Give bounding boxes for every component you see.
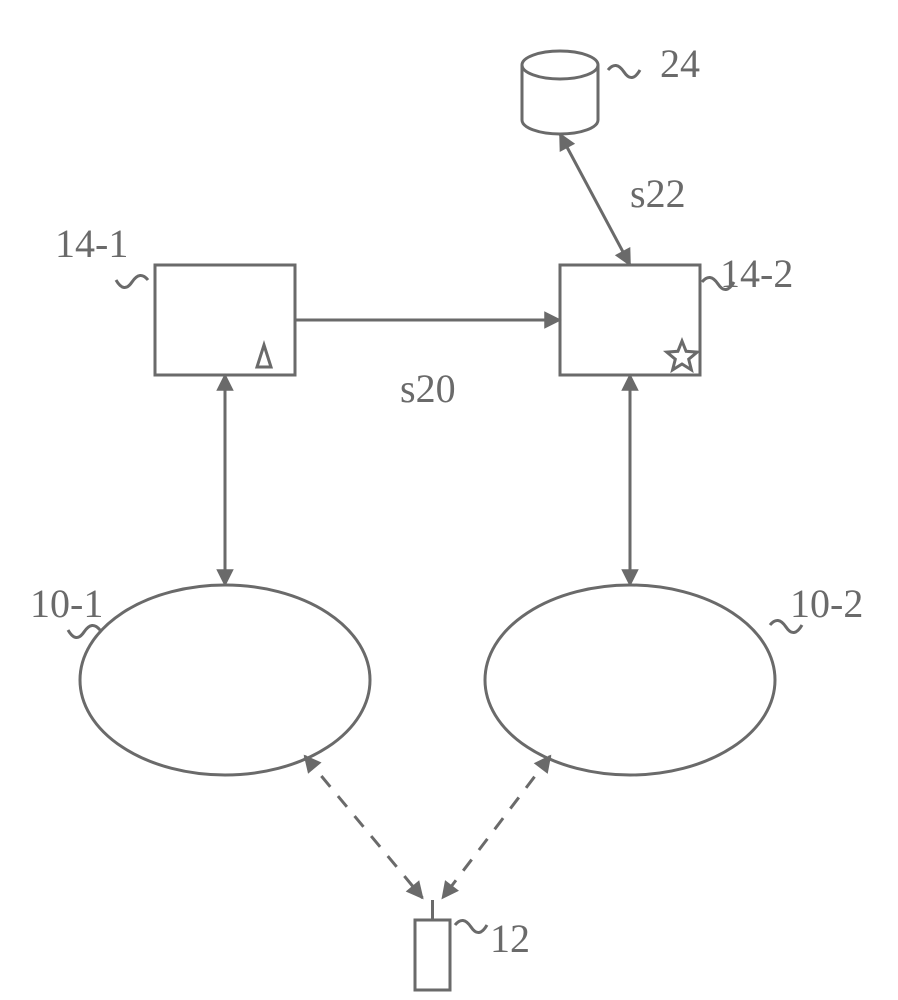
label-24: 24 (660, 40, 700, 87)
node-ellipse-10-1 (80, 585, 370, 775)
diagram-canvas (0, 0, 898, 1000)
star-icon (667, 341, 697, 370)
label-14-2: 14-2 (720, 250, 793, 297)
node-box-14-1 (155, 265, 295, 375)
label-12: 12 (490, 915, 530, 962)
label-10-2: 10-2 (790, 580, 863, 627)
edge-s22 (560, 134, 630, 265)
device-icon (415, 920, 450, 990)
leader-squiggle (455, 920, 487, 932)
triangle-icon (257, 345, 271, 367)
leader-squiggle (608, 65, 640, 77)
cylinder-top (522, 51, 598, 79)
node-box-14-2 (560, 265, 700, 375)
node-ellipse-10-2 (485, 585, 775, 775)
edge-ellipse2-device (443, 756, 551, 898)
label-14-1: 14-1 (55, 220, 128, 267)
database-icon (522, 120, 598, 134)
leader-squiggle (116, 275, 148, 287)
label-10-1: 10-1 (30, 580, 103, 627)
label-s20: s20 (400, 365, 456, 412)
edge-ellipse1-device (305, 756, 423, 898)
label-s22: s22 (630, 170, 686, 217)
